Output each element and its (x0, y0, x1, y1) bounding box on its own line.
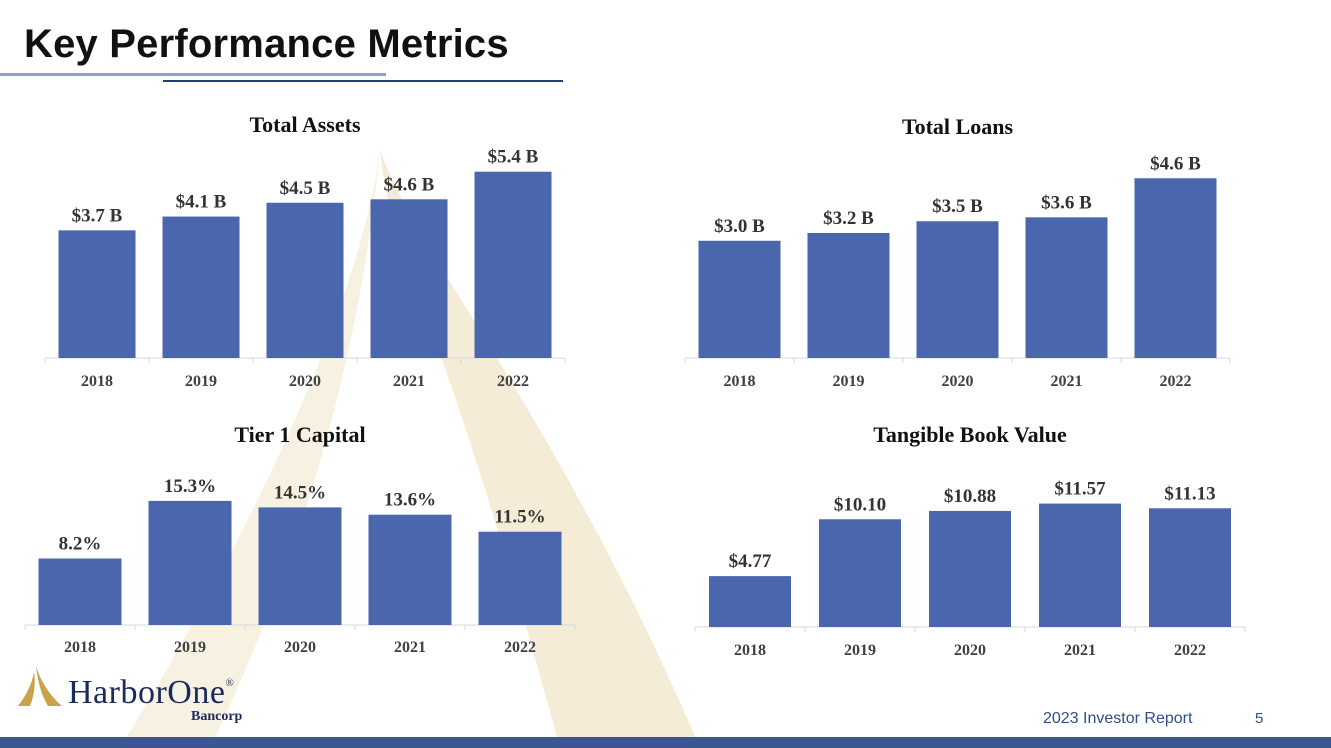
tier-1-capital-bar-2019 (148, 500, 232, 625)
tier-1-capital-value-label-2021: 13.6% (384, 490, 436, 511)
page-number: 5 (1255, 710, 1264, 727)
logo-name: HarborOne® (68, 674, 235, 711)
chart-total-loans: Total Loans $3.0 B 2018 $3.2 B 2019 $3.5 B 202… (684, 114, 1231, 390)
total-loans-tick-label-2022: 2022 (1160, 373, 1192, 390)
tangible-book-value-bar-2018 (709, 576, 791, 627)
tier-1-capital-value-label-2018: 8.2% (59, 533, 102, 554)
total-assets-value-label-2020: $4.5 B (280, 178, 331, 199)
total-loans-bar-2020 (916, 221, 999, 358)
tangible-book-value-value-label-2021: $11.57 (1054, 479, 1106, 500)
chart-tier-1-capital: Tier 1 Capital 8.2% 2018 15.3% 2019 14.5% 2020… (24, 422, 576, 656)
tangible-book-value-tick-label-2021: 2021 (1064, 642, 1096, 659)
chart-tangible-book-value: Tangible Book Value $4.77 2018 $10.10 2019 $1… (694, 422, 1246, 659)
total-loans-bar-2018 (698, 240, 781, 358)
tier-1-capital-bar-2020 (258, 507, 342, 625)
total-loans-tick-label-2020: 2020 (942, 373, 974, 390)
tier-1-capital-title: Tier 1 Capital (234, 422, 365, 447)
logo-subtitle: Bancorp (191, 709, 243, 724)
tangible-book-value-title: Tangible Book Value (873, 422, 1067, 447)
tangible-book-value-tick-label-2019: 2019 (844, 642, 876, 659)
tier-1-capital-tick-label-2019: 2019 (174, 639, 206, 656)
total-loans-value-label-2019: $3.2 B (823, 208, 874, 229)
page-title: Key Performance Metrics (24, 22, 509, 66)
tangible-book-value-bar-2022 (1149, 508, 1231, 627)
footer-report-title: 2023 Investor Report (1043, 710, 1193, 727)
total-loans-bar-2022 (1134, 178, 1217, 358)
title-underline-light (0, 73, 386, 76)
tangible-book-value-bar-2020 (929, 510, 1011, 627)
tier-1-capital-bar-2018 (38, 558, 122, 625)
total-assets-bar-2021 (370, 199, 448, 358)
total-loans-value-label-2020: $3.5 B (932, 196, 983, 217)
total-assets-value-label-2019: $4.1 B (176, 192, 227, 213)
tangible-book-value-bar-2021 (1039, 503, 1121, 627)
total-assets-title: Total Assets (249, 112, 360, 137)
total-loans-tick-label-2018: 2018 (724, 373, 756, 390)
tangible-book-value-bar-2019 (819, 519, 901, 627)
tier-1-capital-tick-label-2021: 2021 (394, 639, 426, 656)
total-assets-bar-2020 (266, 202, 344, 358)
sail-watermark-shape-2 (120, 150, 380, 748)
total-assets-tick-label-2021: 2021 (393, 373, 425, 390)
tangible-book-value-value-label-2018: $4.77 (729, 551, 772, 572)
tangible-book-value-value-label-2022: $11.13 (1164, 483, 1215, 504)
total-loans-value-label-2022: $4.6 B (1150, 153, 1201, 174)
tangible-book-value-tick-label-2020: 2020 (954, 642, 986, 659)
total-assets-value-label-2021: $4.6 B (384, 174, 435, 195)
total-loans-tick-label-2021: 2021 (1051, 373, 1083, 390)
tier-1-capital-value-label-2020: 14.5% (274, 482, 326, 503)
total-assets-tick-label-2020: 2020 (289, 373, 321, 390)
tier-1-capital-value-label-2022: 11.5% (494, 507, 545, 528)
total-loans-bar-2021 (1025, 217, 1108, 358)
tier-1-capital-bar-2021 (368, 514, 452, 625)
total-assets-tick-label-2019: 2019 (185, 373, 217, 390)
tier-1-capital-tick-label-2022: 2022 (504, 639, 536, 656)
total-loans-bar-2019 (807, 232, 890, 358)
tier-1-capital-tick-label-2020: 2020 (284, 639, 316, 656)
total-assets-value-label-2022: $5.4 B (488, 147, 539, 168)
tier-1-capital-bar-2022 (478, 531, 562, 625)
total-loans-title: Total Loans (902, 114, 1014, 139)
total-assets-tick-label-2018: 2018 (81, 373, 113, 390)
tangible-book-value-tick-label-2018: 2018 (734, 642, 766, 659)
sail-watermark-shape (380, 150, 700, 748)
total-loans-value-label-2021: $3.6 B (1041, 192, 1092, 213)
total-assets-value-label-2018: $3.7 B (72, 205, 123, 226)
tier-1-capital-tick-label-2018: 2018 (64, 639, 96, 656)
sail-logo-icon (18, 666, 62, 706)
tangible-book-value-tick-label-2022: 2022 (1174, 642, 1206, 659)
total-assets-bar-2022 (474, 171, 552, 358)
total-assets-tick-label-2022: 2022 (497, 373, 529, 390)
tangible-book-value-value-label-2019: $10.10 (834, 494, 886, 515)
total-assets-bar-2019 (162, 216, 240, 358)
title-underline-dark (163, 80, 563, 82)
footer-bar (0, 737, 1331, 748)
chart-total-assets: Total Assets $3.7 B 2018 $4.1 B 2019 $4.5 B 20… (44, 112, 566, 390)
harborone-logo: HarborOne® Bancorp (18, 664, 278, 734)
tier-1-capital-value-label-2019: 15.3% (164, 476, 216, 497)
total-assets-bar-2018 (58, 230, 136, 358)
total-loans-value-label-2018: $3.0 B (714, 216, 765, 237)
tangible-book-value-value-label-2020: $10.88 (944, 486, 996, 507)
total-loans-tick-label-2019: 2019 (833, 373, 865, 390)
